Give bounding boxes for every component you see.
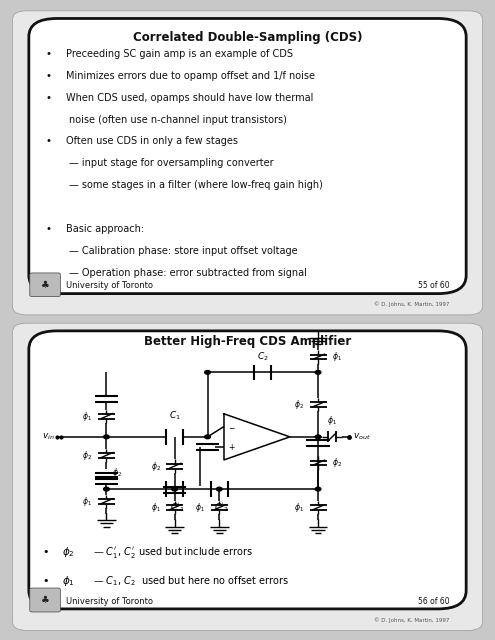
Circle shape bbox=[103, 487, 109, 491]
Circle shape bbox=[172, 487, 177, 491]
Text: $\phi_1$: $\phi_1$ bbox=[332, 351, 342, 364]
Text: — Operation phase: error subtracted from signal: — Operation phase: error subtracted from… bbox=[69, 268, 307, 278]
Text: When CDS used, opamps should have low thermal: When CDS used, opamps should have low th… bbox=[66, 93, 314, 102]
Text: •: • bbox=[46, 224, 51, 234]
FancyBboxPatch shape bbox=[30, 588, 60, 612]
Text: 56 of 60: 56 of 60 bbox=[418, 596, 450, 605]
Text: $\phi_2$: $\phi_2$ bbox=[150, 460, 160, 472]
Circle shape bbox=[205, 435, 210, 438]
FancyBboxPatch shape bbox=[12, 11, 483, 315]
Text: $\phi_2$: $\phi_2$ bbox=[82, 449, 93, 462]
Circle shape bbox=[205, 371, 210, 374]
Text: ♣: ♣ bbox=[41, 280, 49, 290]
Text: — input stage for oversampling converter: — input stage for oversampling converter bbox=[69, 158, 273, 168]
Text: •: • bbox=[42, 576, 49, 586]
Text: $\phi_1$: $\phi_1$ bbox=[327, 414, 337, 427]
Text: University of Toronto: University of Toronto bbox=[66, 596, 153, 605]
Text: — $C_1$, $C_2$  used but here no offset errors: — $C_1$, $C_2$ used but here no offset e… bbox=[90, 574, 289, 588]
Text: $-$: $-$ bbox=[228, 422, 236, 431]
Text: $\phi_1$: $\phi_1$ bbox=[62, 574, 75, 588]
Text: — $C_1'$, $C_2'$ used but include errors: — $C_1'$, $C_2'$ used but include errors bbox=[90, 545, 253, 559]
Text: $v_{in}$: $v_{in}$ bbox=[42, 431, 54, 442]
Text: $C'_1$: $C'_1$ bbox=[170, 501, 184, 514]
Text: •: • bbox=[46, 71, 51, 81]
Text: •: • bbox=[46, 136, 51, 147]
FancyBboxPatch shape bbox=[30, 273, 60, 296]
Text: $\phi_2$: $\phi_2$ bbox=[294, 398, 304, 411]
Circle shape bbox=[216, 487, 222, 491]
Circle shape bbox=[315, 487, 321, 491]
Text: University of Toronto: University of Toronto bbox=[66, 282, 153, 291]
Text: $\phi_2$: $\phi_2$ bbox=[112, 466, 122, 479]
Text: — Calibration phase: store input offset voltage: — Calibration phase: store input offset … bbox=[69, 246, 297, 256]
Text: $\phi_1$: $\phi_1$ bbox=[82, 495, 93, 508]
Text: •: • bbox=[46, 93, 51, 102]
Text: noise (often use n-channel input transistors): noise (often use n-channel input transis… bbox=[69, 115, 287, 125]
FancyBboxPatch shape bbox=[12, 323, 483, 630]
Text: © D. Johns, K. Martin, 1997: © D. Johns, K. Martin, 1997 bbox=[374, 617, 450, 623]
Text: Better High-Freq CDS Amplifier: Better High-Freq CDS Amplifier bbox=[144, 335, 351, 349]
Text: $C_2$: $C_2$ bbox=[257, 351, 269, 363]
Text: •: • bbox=[46, 49, 51, 59]
Text: © D. Johns, K. Martin, 1997: © D. Johns, K. Martin, 1997 bbox=[374, 301, 450, 307]
Text: 55 of 60: 55 of 60 bbox=[418, 282, 450, 291]
Text: $+$: $+$ bbox=[228, 442, 236, 452]
Text: Preceeding SC gain amp is an example of CDS: Preceeding SC gain amp is an example of … bbox=[66, 49, 294, 59]
Text: Basic approach:: Basic approach: bbox=[66, 224, 145, 234]
Text: Minimizes errors due to opamp offset and 1/f noise: Minimizes errors due to opamp offset and… bbox=[66, 71, 315, 81]
FancyBboxPatch shape bbox=[29, 331, 466, 609]
Text: Often use CDS in only a few stages: Often use CDS in only a few stages bbox=[66, 136, 239, 147]
Text: $\phi_1$: $\phi_1$ bbox=[294, 501, 304, 514]
Text: — some stages in a filter (where low-freq gain high): — some stages in a filter (where low-fre… bbox=[69, 180, 323, 190]
Text: ♣: ♣ bbox=[41, 595, 49, 605]
FancyBboxPatch shape bbox=[29, 19, 466, 294]
Text: $\phi_2$: $\phi_2$ bbox=[62, 545, 74, 559]
Text: $C'_2$: $C'_2$ bbox=[214, 501, 229, 514]
Text: $\phi_2$: $\phi_2$ bbox=[332, 456, 342, 470]
Circle shape bbox=[103, 435, 109, 438]
Text: $\phi_1$: $\phi_1$ bbox=[150, 501, 160, 514]
Text: $v_{out}$: $v_{out}$ bbox=[353, 431, 371, 442]
Text: $\phi_1$: $\phi_1$ bbox=[195, 501, 205, 514]
Text: $C_1$: $C_1$ bbox=[169, 409, 181, 422]
Circle shape bbox=[315, 371, 321, 374]
Circle shape bbox=[315, 435, 321, 438]
Text: Correlated Double-Sampling (CDS): Correlated Double-Sampling (CDS) bbox=[133, 31, 362, 44]
Text: •: • bbox=[42, 547, 49, 557]
Text: $\phi_1$: $\phi_1$ bbox=[82, 410, 93, 423]
